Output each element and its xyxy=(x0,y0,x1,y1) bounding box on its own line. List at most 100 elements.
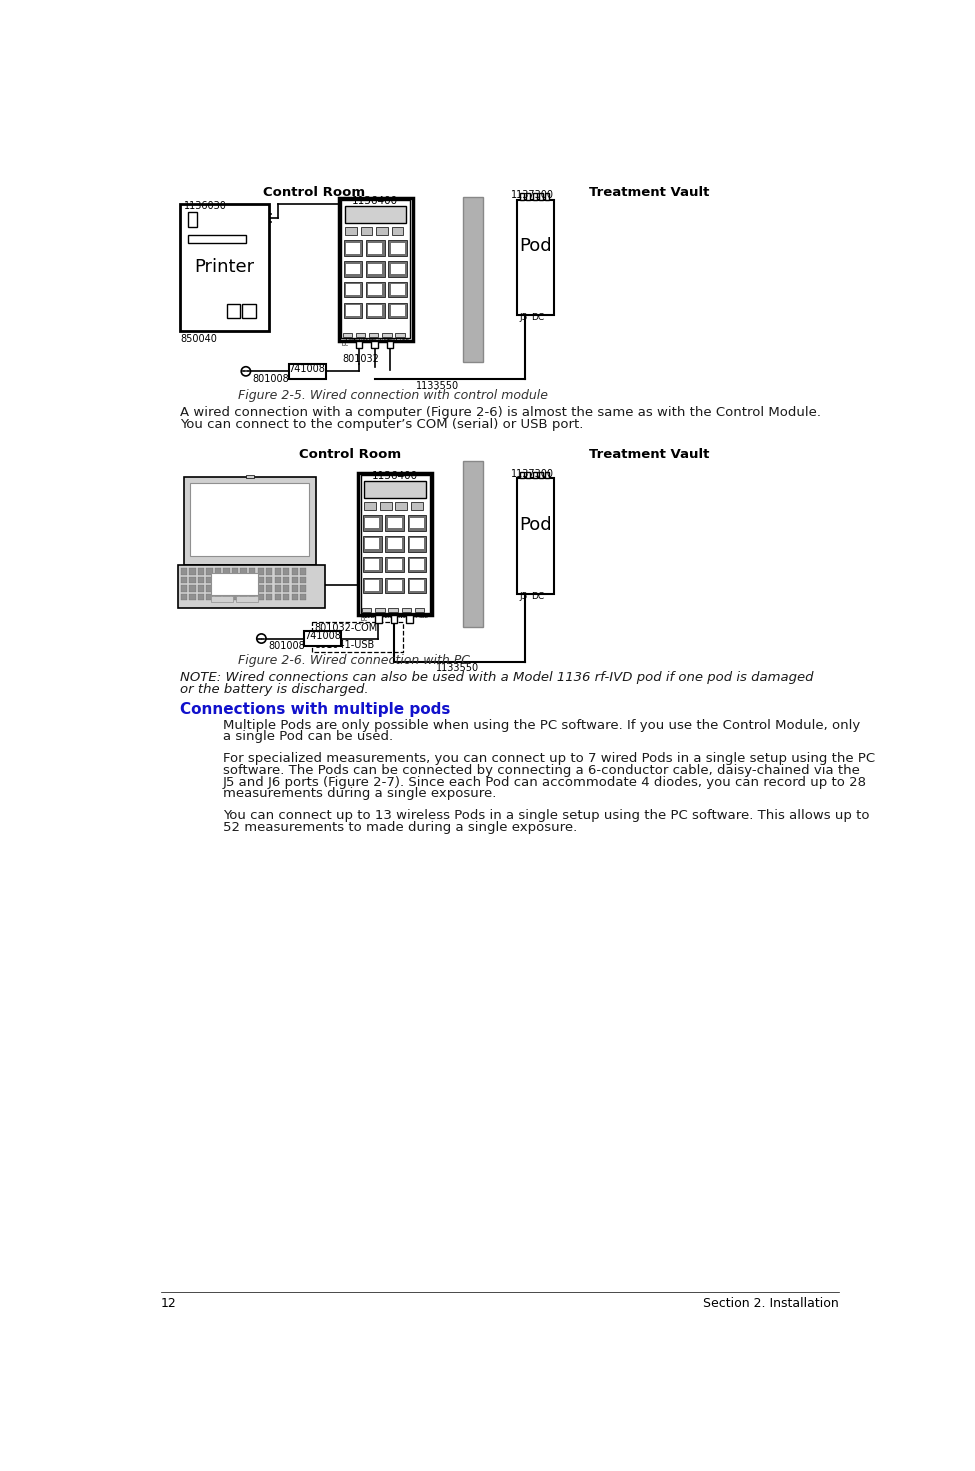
Bar xyxy=(300,594,306,600)
Bar xyxy=(232,585,238,591)
Bar xyxy=(343,262,362,277)
Bar xyxy=(463,462,483,627)
Text: For specialized measurements, you can connect up to 7 wired Pods in a single set: For specialized measurements, you can co… xyxy=(222,753,875,765)
Bar xyxy=(387,340,393,349)
Text: 12: 12 xyxy=(161,1297,176,1309)
Bar xyxy=(341,200,410,338)
Text: 801041-USB: 801041-USB xyxy=(315,640,375,650)
Bar xyxy=(339,199,412,340)
Text: TO INST: TO INST xyxy=(370,338,389,344)
Bar xyxy=(300,585,306,591)
Bar xyxy=(370,332,378,337)
Bar xyxy=(388,580,402,591)
Text: PRINTER: PRINTER xyxy=(351,338,372,344)
Text: J5: J5 xyxy=(520,591,527,600)
Text: J5 and J6 ports (Figure 2-7). Since each Pod can accommodate 4 diodes, you can r: J5 and J6 ports (Figure 2-7). Since each… xyxy=(222,775,867,788)
Text: a single Pod can be used.: a single Pod can be used. xyxy=(222,730,393,743)
Bar xyxy=(257,594,263,600)
Bar xyxy=(343,282,362,297)
Text: COM: COM xyxy=(387,338,399,344)
Bar xyxy=(376,228,388,235)
Bar xyxy=(388,538,402,549)
Bar xyxy=(246,475,254,478)
Bar xyxy=(223,594,229,600)
Bar xyxy=(369,284,382,296)
Bar xyxy=(358,474,432,615)
Bar xyxy=(207,585,213,591)
Text: 1137300: 1137300 xyxy=(511,469,554,480)
Bar xyxy=(369,243,382,253)
Bar xyxy=(366,559,379,569)
Bar xyxy=(214,577,221,583)
Bar xyxy=(188,235,246,243)
Text: Control Room: Control Room xyxy=(299,447,402,460)
Text: You can connect up to 13 wireless Pods in a single setup using the PC software. : You can connect up to 13 wireless Pods i… xyxy=(222,809,869,822)
Text: DC: DC xyxy=(531,591,544,600)
Bar xyxy=(198,568,204,575)
Bar xyxy=(388,518,402,528)
Bar xyxy=(266,585,272,591)
Bar xyxy=(343,332,352,337)
Text: 1133550: 1133550 xyxy=(436,663,479,674)
Bar xyxy=(414,608,424,612)
Bar xyxy=(362,608,371,612)
Text: or: or xyxy=(315,633,325,643)
Bar xyxy=(391,615,397,624)
Bar xyxy=(275,585,281,591)
Bar xyxy=(283,568,290,575)
Text: NOTE: Wired connections can also be used with a Model 1136 rf-IVD pod if one pod: NOTE: Wired connections can also be used… xyxy=(180,671,813,684)
Bar xyxy=(410,502,422,510)
Text: DC: DC xyxy=(341,343,348,347)
Text: 850040: 850040 xyxy=(180,334,216,344)
Bar xyxy=(463,197,483,362)
Bar xyxy=(300,568,306,575)
Text: Printer: Printer xyxy=(194,259,254,277)
Bar xyxy=(189,585,196,591)
Bar xyxy=(517,200,555,315)
Bar xyxy=(266,568,272,575)
Bar xyxy=(385,558,404,572)
Text: Connections with multiple pods: Connections with multiple pods xyxy=(180,702,450,716)
Bar xyxy=(371,340,377,349)
Bar xyxy=(180,577,187,583)
Bar xyxy=(300,577,306,583)
Bar xyxy=(363,535,381,552)
Bar xyxy=(382,332,392,337)
Text: J5: J5 xyxy=(520,313,527,322)
Bar xyxy=(180,568,187,575)
Bar xyxy=(211,574,257,594)
Bar xyxy=(408,558,426,572)
Text: 1136400: 1136400 xyxy=(352,196,399,206)
Bar xyxy=(343,240,362,256)
Bar xyxy=(207,577,213,583)
Bar xyxy=(214,585,221,591)
Bar xyxy=(410,559,424,569)
Bar xyxy=(521,194,525,200)
Bar xyxy=(283,594,290,600)
Bar xyxy=(249,577,255,583)
Bar xyxy=(517,478,555,594)
Bar xyxy=(232,577,238,583)
Bar xyxy=(198,594,204,600)
Text: 741008: 741008 xyxy=(289,363,326,374)
Text: Pod: Pod xyxy=(520,515,552,534)
Text: Pod: Pod xyxy=(520,237,552,254)
Text: Treatment Vault: Treatment Vault xyxy=(589,447,709,460)
Text: Figure 2-6. Wired connection with PC: Figure 2-6. Wired connection with PC xyxy=(238,655,470,666)
Text: 52 measurements to made during a single exposure.: 52 measurements to made during a single … xyxy=(222,821,577,834)
Text: COM: COM xyxy=(407,613,417,619)
Bar xyxy=(410,518,424,528)
Text: 1133550: 1133550 xyxy=(416,381,459,391)
Bar xyxy=(366,240,384,256)
Bar xyxy=(385,578,404,593)
Bar xyxy=(189,577,196,583)
Bar xyxy=(283,585,290,591)
Bar xyxy=(356,332,366,337)
Text: +12V: +12V xyxy=(341,338,355,344)
Bar xyxy=(369,304,382,316)
Bar xyxy=(207,594,213,600)
Bar xyxy=(346,243,360,253)
Bar xyxy=(207,568,213,575)
Bar xyxy=(241,568,247,575)
Bar xyxy=(189,594,196,600)
